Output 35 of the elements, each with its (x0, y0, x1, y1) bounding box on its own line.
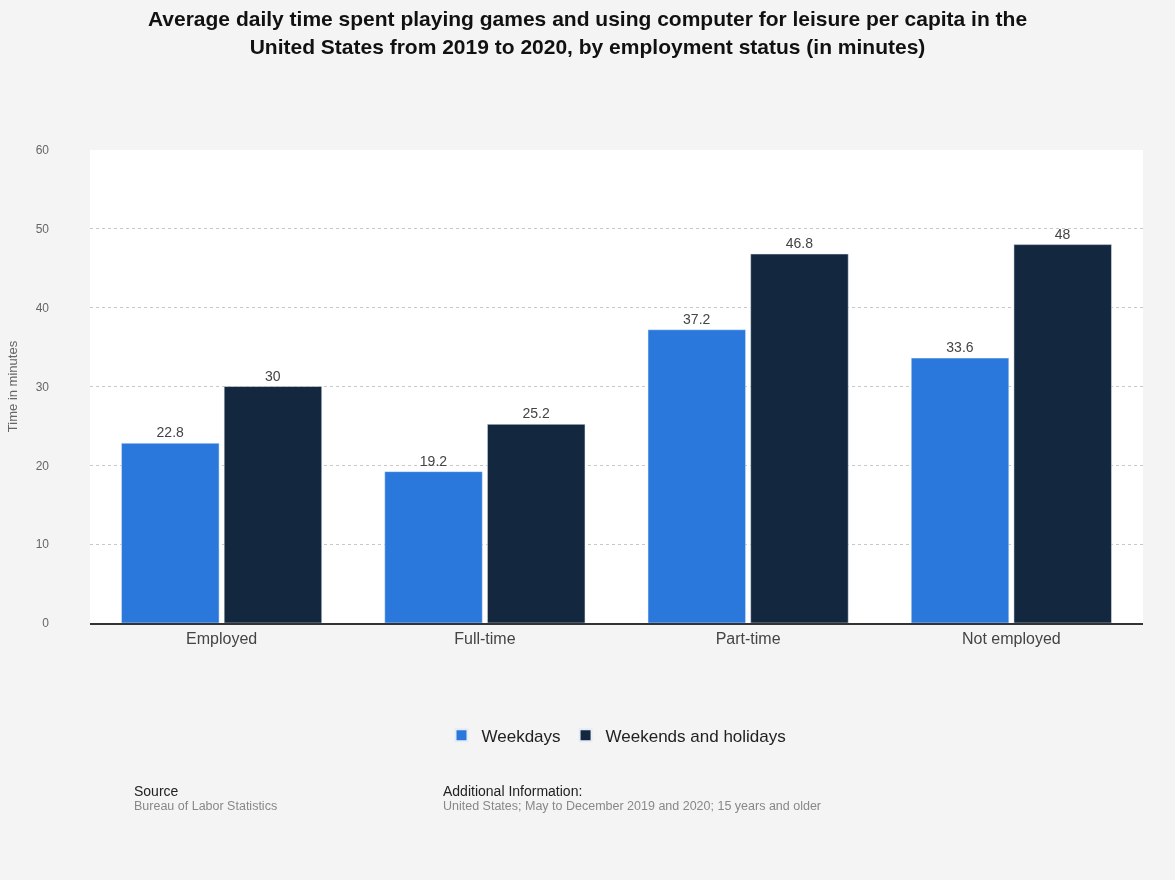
bar (121, 443, 220, 623)
data-label: 22.8 (156, 424, 185, 441)
x-tick-label: Employed (186, 629, 258, 647)
bar (384, 471, 483, 623)
data-label: 48 (1054, 225, 1071, 242)
data-label: 37.2 (683, 310, 711, 327)
x-tick-label: Not employed (962, 629, 1061, 647)
y-tick-label: 60 (35, 143, 50, 158)
y-tick-label: 40 (35, 300, 50, 315)
legend-label: Weekdays (481, 726, 561, 746)
y-tick-label: 50 (35, 222, 50, 237)
y-tick-label: 30 (35, 379, 50, 394)
data-label: 46.8 (785, 235, 814, 252)
y-tick-label: 0 (42, 616, 50, 631)
text: Source (134, 783, 179, 799)
data-label: 19.2 (419, 452, 448, 469)
bar (750, 253, 849, 623)
y-tick-label: 10 (35, 537, 50, 552)
data-label: 33.6 (946, 339, 974, 356)
text: Additional Information: (443, 783, 583, 799)
text: Bureau of Labor Statistics (134, 799, 278, 813)
y-tick-label: 20 (35, 458, 50, 473)
data-label: 30 (265, 367, 281, 384)
data-label: 25.2 (522, 405, 550, 422)
x-tick-label: Part-time (715, 629, 781, 647)
x-tick-label: Full-time (454, 629, 516, 647)
text: United States; May to December 2019 and 2020; 15 years and older (443, 799, 822, 813)
chart-title: Average daily time spent playing games and using computer for leisure per capita in the United States from 2019 to 2020, by employment status (in minutes) (147, 7, 1028, 58)
bar (647, 329, 746, 623)
bar (911, 357, 1010, 623)
legend-label: Weekends and holidays (605, 726, 786, 746)
bar (223, 386, 322, 623)
y-axis-title: Time in minutes (4, 340, 20, 433)
bar (1013, 244, 1112, 623)
bar (487, 424, 586, 623)
